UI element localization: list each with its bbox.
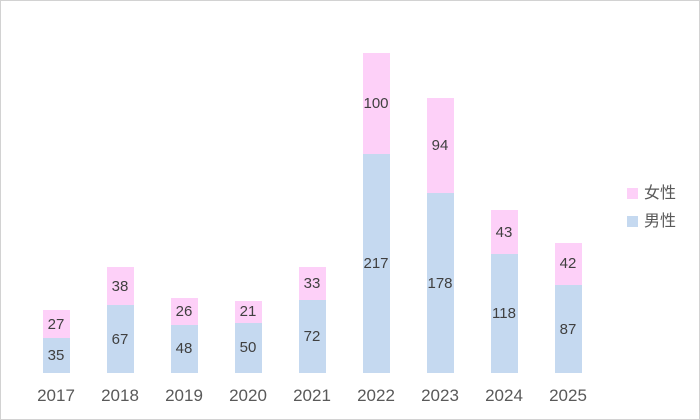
data-label: 21	[239, 303, 257, 321]
legend: 女性 男性	[627, 184, 676, 231]
bar-2023-segment-female: 94	[426, 98, 454, 194]
data-label: 35	[47, 346, 65, 364]
legend-label-male: 男性	[644, 213, 677, 231]
data-label: 94	[431, 137, 449, 155]
x-axis-label-2023: 2023	[421, 386, 459, 405]
x-axis-label-2018: 2018	[101, 386, 139, 405]
data-label: 26	[175, 302, 193, 320]
data-label: 87	[559, 320, 577, 338]
data-label: 48	[175, 340, 193, 358]
data-label: 43	[495, 223, 513, 241]
data-label: 72	[303, 328, 321, 346]
bar-2022-segment-female: 100	[362, 53, 390, 154]
bar-2024-segment-female: 43	[490, 210, 518, 254]
bar-2019-segment-male: 48	[170, 324, 198, 373]
female-series-swatch-icon	[627, 188, 638, 200]
bar-2019-segment-female: 26	[170, 298, 198, 325]
bar-2018-segment-male: 67	[106, 305, 134, 373]
x-axis-label-2025: 2025	[549, 386, 587, 405]
data-label: 50	[239, 339, 257, 357]
male-series-swatch-icon	[627, 216, 638, 228]
data-label: 178	[427, 274, 453, 292]
legend-label-female: 女性	[644, 185, 677, 202]
data-label: 100	[363, 94, 389, 112]
x-axis-label-2021: 2021	[293, 386, 331, 405]
bar-2018-segment-female: 38	[106, 267, 134, 306]
bar-2021-segment-male: 72	[298, 300, 326, 373]
x-axis-label-2019: 2019	[165, 386, 203, 405]
x-axis-label-2022: 2022	[357, 386, 395, 405]
bar-2017-segment-female: 27	[42, 310, 70, 338]
data-label: 38	[111, 277, 129, 295]
legend-item-female: 女性	[627, 184, 676, 203]
bar-2022-segment-male: 217	[362, 153, 390, 373]
data-label: 42	[559, 255, 577, 273]
bar-2020-segment-female: 21	[234, 301, 262, 323]
bar-2020-segment-male: 50	[234, 322, 262, 373]
legend-item-male: 男性	[627, 212, 676, 231]
x-axis-label-2017: 2017	[37, 386, 75, 405]
data-label: 118	[492, 304, 516, 322]
bar-2024-segment-male: 118	[490, 253, 518, 373]
x-axis-label-2024: 2024	[485, 386, 523, 405]
bar-2023-segment-male: 178	[426, 193, 454, 373]
bar-2017-segment-male: 35	[42, 337, 70, 373]
data-label: 217	[363, 254, 389, 272]
data-label: 67	[111, 330, 129, 348]
bar-2025-segment-female: 42	[554, 242, 582, 286]
bar-2021-segment-female: 33	[298, 267, 326, 301]
data-label: 33	[303, 275, 321, 293]
bar-2025-segment-male: 87	[554, 285, 582, 373]
data-label: 27	[47, 315, 65, 333]
x-axis-label-2020: 2020	[229, 386, 267, 405]
